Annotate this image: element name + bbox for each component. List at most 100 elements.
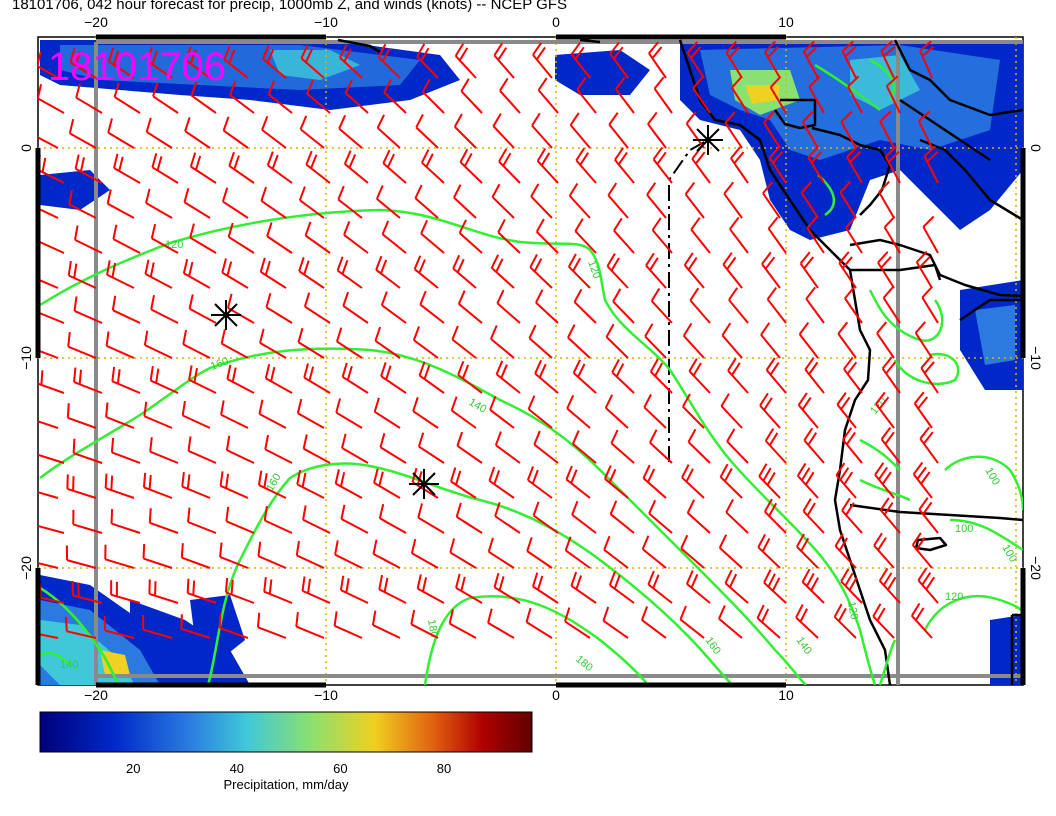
- wind-barb-feather: [343, 48, 352, 63]
- wind-barb-feather: [373, 397, 380, 413]
- wind-barb-feather: [302, 434, 308, 449]
- wind-barb-feather: [31, 191, 33, 205]
- wind-barb-feather: [724, 467, 733, 482]
- wind-barb-shaft: [299, 199, 325, 219]
- wind-barb-shaft: [569, 124, 591, 149]
- wind-barb-feather: [343, 150, 352, 165]
- wind-barb-feather: [842, 427, 853, 441]
- wind-barb-feather: [883, 215, 896, 228]
- wind-barb-feather: [150, 294, 155, 310]
- wind-barb-shaft: [38, 349, 59, 359]
- wind-barb-shaft: [576, 88, 597, 114]
- wind-barb-feather: [802, 498, 812, 512]
- wind-barb-shaft: [685, 122, 705, 149]
- wind-barb-feather: [187, 436, 192, 452]
- wind-barb-feather: [418, 259, 426, 274]
- wind-barb-feather: [610, 429, 619, 444]
- wind-barb-feather: [841, 40, 854, 52]
- wind-barb-feather: [455, 470, 462, 486]
- wind-barb-shaft: [107, 202, 135, 219]
- wind-barb-shaft: [679, 618, 705, 639]
- wind-barb-feather: [378, 574, 384, 590]
- wind-barb-feather: [420, 219, 429, 235]
- wind-barb-shaft: [105, 416, 135, 429]
- wind-barb-feather: [574, 46, 585, 60]
- wind-barb-feather: [834, 533, 844, 547]
- wind-barb-shaft: [844, 297, 863, 324]
- wind-barb-feather: [219, 542, 223, 558]
- wind-barb-feather: [877, 251, 889, 264]
- wind-barb-shaft: [566, 407, 591, 429]
- wind-barb-shaft: [190, 94, 217, 114]
- wind-barb-feather: [151, 50, 158, 65]
- wind-barb-feather: [525, 607, 532, 623]
- wind-barb-feather: [887, 576, 897, 591]
- wind-barb-shaft: [530, 195, 553, 219]
- wind-barb-feather: [36, 368, 37, 383]
- wind-barb-feather: [844, 286, 855, 299]
- wind-barb-shaft: [451, 338, 477, 359]
- wind-barb-feather: [450, 396, 458, 411]
- wind-barb-feather: [606, 253, 616, 267]
- wind-barb-feather: [768, 146, 780, 159]
- wind-barb-shaft: [342, 305, 369, 324]
- contour-label: 120: [165, 239, 183, 251]
- wind-barb-feather: [421, 78, 431, 93]
- wind-barb-feather: [718, 605, 726, 620]
- wind-barb-feather: [803, 427, 814, 441]
- wind-barb-feather: [220, 400, 225, 415]
- wind-barb-feather: [721, 322, 732, 336]
- wind-barb-feather: [922, 215, 935, 228]
- wind-barb-shaft: [266, 235, 293, 254]
- wind-barb-feather: [687, 257, 698, 271]
- wind-barb-shaft: [573, 301, 597, 324]
- wind-barb-feather: [882, 286, 894, 299]
- wind-barb-feather: [573, 288, 583, 303]
- storm-markers: [211, 125, 723, 499]
- wind-barb-shaft: [684, 193, 705, 219]
- wind-barb-feather: [800, 467, 811, 481]
- wind-barb-feather: [226, 261, 233, 276]
- wind-barb-feather: [651, 46, 663, 59]
- wind-barb-feather: [142, 543, 146, 559]
- wind-barb-feather: [880, 426, 892, 440]
- wind-barb-feather: [75, 83, 81, 98]
- wind-barb-feather: [271, 154, 279, 170]
- wind-barb-shaft: [383, 91, 407, 114]
- wind-barb-shaft: [726, 440, 749, 464]
- wind-barb-shaft: [720, 405, 743, 429]
- wind-barb-feather: [492, 113, 502, 127]
- wind-barb-feather: [491, 183, 501, 198]
- wind-barb-feather: [413, 255, 422, 270]
- wind-barb-feather: [610, 257, 620, 272]
- wind-barb-feather: [377, 43, 387, 58]
- wind-barb-feather: [803, 40, 815, 53]
- wind-barb-feather: [40, 370, 44, 385]
- wind-barb-feather: [415, 113, 424, 128]
- wind-barb-feather: [617, 151, 628, 166]
- wind-barb-shaft: [528, 337, 553, 359]
- wind-barb-feather: [912, 461, 924, 475]
- wind-barb-feather: [180, 543, 184, 558]
- wind-barb-feather: [849, 151, 861, 163]
- wind-barb-shaft: [798, 333, 819, 359]
- wind-barb-shaft: [602, 619, 629, 639]
- wind-barb-shaft: [38, 562, 59, 569]
- contour-label: 160: [209, 355, 230, 373]
- wind-barb-feather: [338, 114, 347, 129]
- wind-barb-shaft: [574, 230, 597, 254]
- wind-barb-feather: [570, 469, 578, 484]
- wind-barb-feather: [456, 431, 464, 447]
- wind-barb-feather: [457, 360, 465, 376]
- wind-barb-feather: [605, 323, 615, 338]
- wind-barb-shaft: [489, 409, 515, 429]
- wind-barb-feather: [412, 326, 420, 341]
- wind-barb-shaft: [259, 342, 287, 359]
- wind-barb-feather: [923, 145, 936, 157]
- x-tick-label: −20: [84, 14, 108, 30]
- wind-barb-feather: [500, 364, 508, 379]
- wind-barb-feather: [694, 151, 706, 165]
- wind-barb-feather: [345, 578, 350, 593]
- wind-barb-feather: [487, 537, 494, 553]
- contour-label: 120: [945, 591, 963, 603]
